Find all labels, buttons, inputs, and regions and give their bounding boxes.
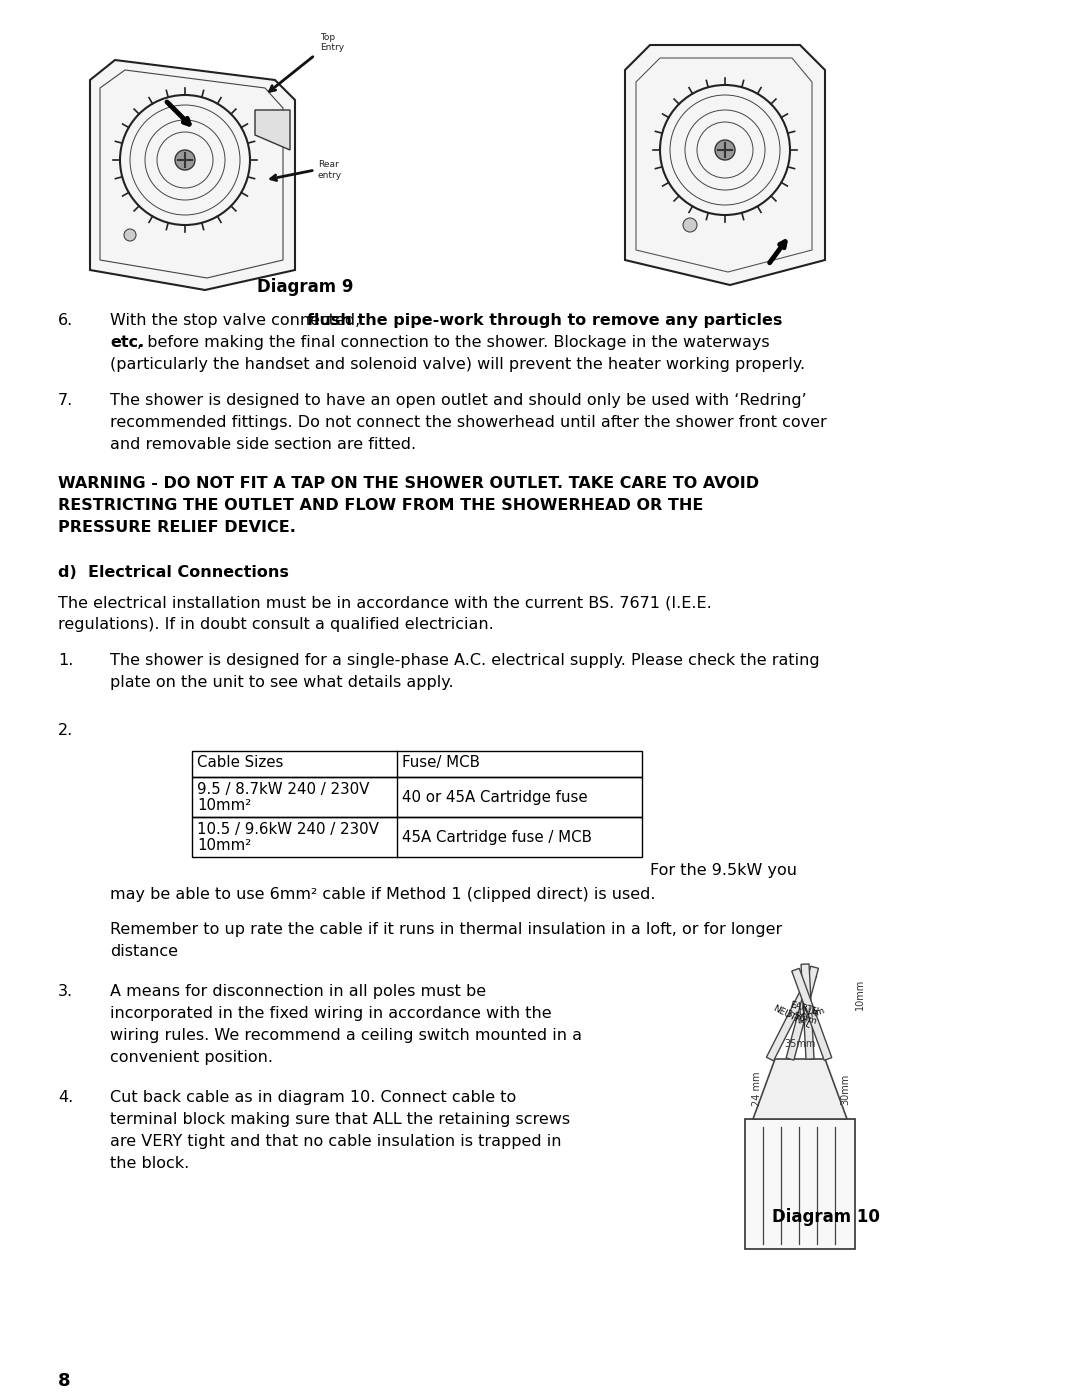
Text: 10mm²: 10mm²	[197, 798, 252, 813]
Bar	[192, 777, 642, 817]
Text: 45A Cartridge fuse / MCB: 45A Cartridge fuse / MCB	[402, 830, 592, 845]
Text: PRESSURE RELIEF DEVICE.: PRESSURE RELIEF DEVICE.	[58, 520, 296, 535]
Text: d)  Electrical Connections: d) Electrical Connections	[58, 564, 288, 580]
Polygon shape	[786, 967, 819, 1060]
Text: 10mm²: 10mm²	[197, 838, 252, 854]
Text: The electrical installation must be in accordance with the current BS. 7671 (I.E: The electrical installation must be in a…	[58, 595, 712, 610]
Text: , before making the final connection to the shower. Blockage in the waterways: , before making the final connection to …	[137, 335, 770, 351]
Bar	[192, 817, 642, 856]
Text: 2.: 2.	[58, 724, 73, 738]
Text: 3.: 3.	[58, 983, 73, 999]
Text: terminal block making sure that ALL the retaining screws: terminal block making sure that ALL the …	[110, 1112, 570, 1127]
Text: A means for disconnection in all poles must be: A means for disconnection in all poles m…	[110, 983, 486, 999]
Polygon shape	[753, 1059, 847, 1119]
Text: Remember to up rate the cable if it runs in thermal insulation in a loft, or for: Remember to up rate the cable if it runs…	[110, 922, 782, 937]
Polygon shape	[767, 972, 816, 1060]
Text: RESTRICTING THE OUTLET AND FLOW FROM THE SHOWERHEAD OR THE: RESTRICTING THE OUTLET AND FLOW FROM THE…	[58, 497, 703, 513]
Text: incorporated in the fixed wiring in accordance with the: incorporated in the fixed wiring in acco…	[110, 1006, 552, 1021]
Text: 10mm: 10mm	[797, 1006, 827, 1024]
Text: Diagram 9: Diagram 9	[257, 278, 353, 296]
Text: NEUTRAL: NEUTRAL	[771, 1003, 812, 1030]
Text: Fuse/ MCB: Fuse/ MCB	[402, 754, 480, 770]
Text: The shower is designed for a single-phase A.C. electrical supply. Please check t: The shower is designed for a single-phas…	[110, 652, 820, 668]
Circle shape	[683, 218, 697, 232]
Text: For the 9.5kW you: For the 9.5kW you	[650, 863, 797, 877]
Text: 10mm: 10mm	[855, 978, 865, 1010]
Polygon shape	[90, 60, 295, 291]
Text: With the stop valve connected,: With the stop valve connected,	[110, 313, 365, 328]
Text: 30mm: 30mm	[840, 1073, 850, 1105]
Text: may be able to use 6mm² cable if Method 1 (clipped direct) is used.: may be able to use 6mm² cable if Method …	[110, 887, 656, 902]
Circle shape	[124, 229, 136, 242]
Text: LIVE: LIVE	[798, 1007, 818, 1017]
Text: 40 or 45A Cartridge fuse: 40 or 45A Cartridge fuse	[402, 789, 588, 805]
Text: and removable side section are fitted.: and removable side section are fitted.	[110, 437, 416, 453]
Polygon shape	[801, 964, 814, 1059]
Text: Top
Entry: Top Entry	[320, 32, 345, 52]
Text: plate on the unit to see what details apply.: plate on the unit to see what details ap…	[110, 675, 454, 690]
Text: regulations). If in doubt consult a qualified electrician.: regulations). If in doubt consult a qual…	[58, 617, 494, 631]
Polygon shape	[625, 45, 825, 285]
Text: EARTH
3.5mm: EARTH 3.5mm	[784, 1000, 820, 1027]
Text: Rear
entry: Rear entry	[318, 161, 342, 180]
Text: recommended fittings. Do not connect the showerhead until after the shower front: recommended fittings. Do not connect the…	[110, 415, 827, 430]
Text: the block.: the block.	[110, 1155, 189, 1171]
Text: are VERY tight and that no cable insulation is trapped in: are VERY tight and that no cable insulat…	[110, 1134, 562, 1148]
Text: The shower is designed to have an open outlet and should only be used with ‘Redr: The shower is designed to have an open o…	[110, 393, 807, 408]
Text: WARNING - DO NOT FIT A TAP ON THE SHOWER OUTLET. TAKE CARE TO AVOID: WARNING - DO NOT FIT A TAP ON THE SHOWER…	[58, 476, 759, 490]
Text: 4.: 4.	[58, 1090, 73, 1105]
Polygon shape	[792, 968, 832, 1060]
Text: 8: 8	[58, 1372, 70, 1390]
Text: distance: distance	[110, 944, 178, 958]
Text: 9.5 / 8.7kW 240 / 230V: 9.5 / 8.7kW 240 / 230V	[197, 782, 369, 798]
Text: Cable Sizes: Cable Sizes	[197, 754, 283, 770]
Polygon shape	[255, 110, 291, 149]
Circle shape	[175, 149, 195, 170]
Circle shape	[715, 140, 735, 161]
Text: (particularly the handset and solenoid valve) will prevent the heater working pr: (particularly the handset and solenoid v…	[110, 358, 805, 372]
Text: etc.: etc.	[110, 335, 145, 351]
Text: wiring rules. We recommend a ceiling switch mounted in a: wiring rules. We recommend a ceiling swi…	[110, 1028, 582, 1044]
Text: 24 mm: 24 mm	[752, 1071, 762, 1106]
Text: 7.: 7.	[58, 393, 73, 408]
Bar	[745, 1119, 855, 1249]
Text: convenient position.: convenient position.	[110, 1051, 273, 1065]
Text: 6.: 6.	[58, 313, 73, 328]
Text: flush the pipe-work through to remove any particles: flush the pipe-work through to remove an…	[307, 313, 782, 328]
Text: 35mm: 35mm	[784, 1039, 815, 1049]
Text: Cut back cable as in diagram 10. Connect cable to: Cut back cable as in diagram 10. Connect…	[110, 1090, 516, 1105]
Bar	[192, 752, 642, 777]
Text: 1.: 1.	[58, 652, 73, 668]
Text: Diagram 10: Diagram 10	[772, 1208, 880, 1227]
Text: 10.5 / 9.6kW 240 / 230V: 10.5 / 9.6kW 240 / 230V	[197, 821, 379, 837]
